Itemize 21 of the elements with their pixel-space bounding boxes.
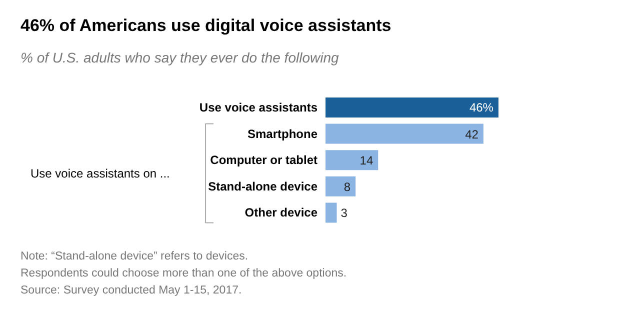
- bar: [326, 98, 498, 118]
- bar: [326, 150, 378, 170]
- bar: [326, 202, 337, 223]
- data-label: 42: [465, 127, 479, 142]
- data-label: 8: [344, 180, 351, 194]
- bar: [326, 176, 356, 196]
- y-tick-label: Other device: [244, 206, 318, 220]
- text: Note: “Stand-alone device” refers to devices.: [20, 250, 248, 262]
- source-note: Source: Survey conducted May 1-15, 2017.: [20, 284, 242, 296]
- bar: [326, 124, 484, 144]
- y-tick-label: Smartphone: [247, 126, 318, 141]
- text: Use voice assistants on ...: [30, 166, 170, 180]
- chart-title: 46% of Americans use digital voice assistants: [20, 16, 392, 35]
- data-label: 46%: [469, 100, 494, 114]
- y-tick-label: Computer or tablet: [210, 153, 318, 168]
- y-tick-label: Use voice assistants: [199, 100, 318, 114]
- text: % of U.S. adults who say they ever do the following: [20, 50, 339, 66]
- text: Respondents could choose more than one of the above options.: [20, 268, 347, 280]
- data-label: 3: [340, 206, 348, 220]
- y-tick-label: Stand-alone device: [208, 179, 318, 194]
- data-label: 14: [360, 154, 374, 168]
